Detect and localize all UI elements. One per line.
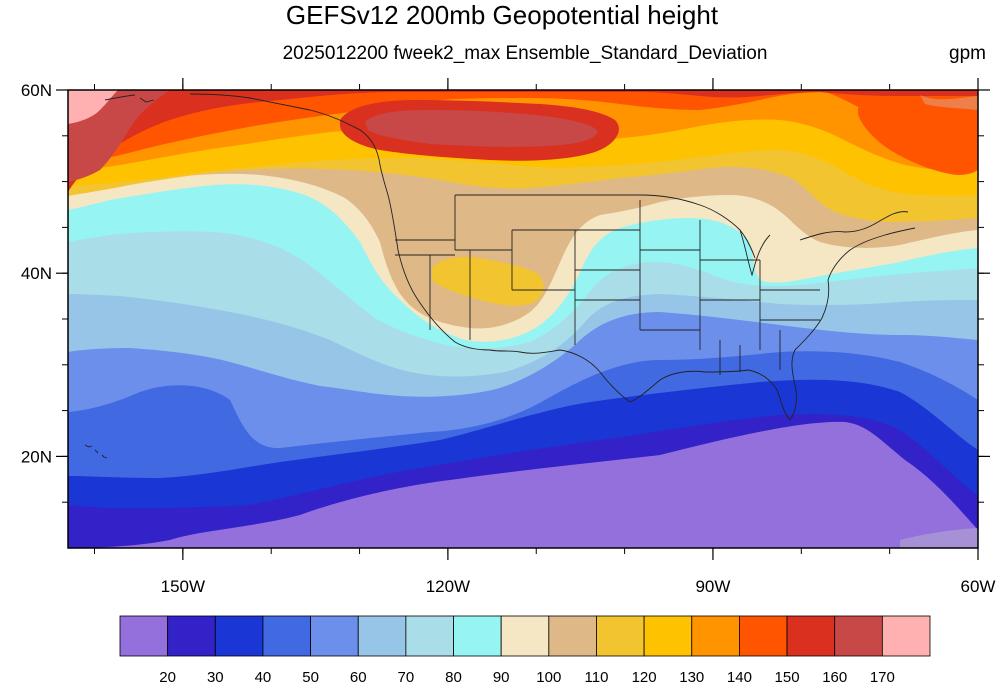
lon-tick-label: 120W bbox=[426, 577, 470, 596]
colorbar-swatch bbox=[453, 615, 502, 657]
colorbar-label: 100 bbox=[536, 669, 561, 683]
colorbar-label: 110 bbox=[585, 669, 609, 683]
lon-axis: 150W 120W 90W 60W bbox=[94, 78, 996, 596]
colorbar-swatch bbox=[214, 615, 264, 657]
coastlines bbox=[84, 93, 916, 459]
colorbar-swatch bbox=[310, 615, 359, 657]
colorbar-swatch bbox=[357, 615, 407, 657]
colorbar-label: 70 bbox=[398, 669, 415, 683]
colorbar-label: 130 bbox=[679, 669, 704, 683]
colorbar-swatch bbox=[500, 615, 550, 657]
colorbar-label: 120 bbox=[632, 669, 657, 683]
colorbar-label: 40 bbox=[255, 669, 272, 683]
lat-axis: 20N 40N 60N bbox=[21, 81, 990, 503]
colorbar-swatch bbox=[167, 615, 216, 657]
colorbar-label: 30 bbox=[207, 669, 224, 683]
colorbar-swatch bbox=[691, 615, 740, 657]
lon-tick-label: 60W bbox=[961, 577, 996, 596]
map-title: GEFSv12 200mb Geopotential height bbox=[285, 0, 719, 30]
colorbar-swatch bbox=[596, 615, 645, 657]
band-150 bbox=[68, 90, 978, 175]
lat-tick-label: 20N bbox=[21, 447, 52, 466]
colorbar-swatch bbox=[834, 615, 883, 657]
colorbar-swatch bbox=[643, 615, 693, 657]
lon-tick-label: 150W bbox=[161, 577, 205, 596]
colorbar-label: 170 bbox=[870, 669, 895, 683]
colorbar-label: 150 bbox=[775, 669, 800, 683]
band-170-low bbox=[68, 90, 598, 182]
lat-tick-label: 40N bbox=[21, 264, 52, 283]
colorbar-swatch bbox=[548, 615, 597, 657]
colorbar-swatch bbox=[405, 615, 454, 657]
units-label: gpm bbox=[949, 43, 986, 64]
colorbar-label: 160 bbox=[822, 669, 847, 683]
colorbar-label: 140 bbox=[727, 669, 752, 683]
colorbar-label: 20 bbox=[159, 669, 176, 683]
colorbar-label: 60 bbox=[350, 669, 367, 683]
map-subtitle: 2025012200 fweek2_max Ensemble_Standard_… bbox=[282, 43, 768, 64]
lon-tick-label: 90W bbox=[695, 577, 730, 596]
contour-field bbox=[68, 90, 978, 548]
colorbar-label: 80 bbox=[445, 669, 462, 683]
band-170-high bbox=[68, 90, 118, 124]
lat-tick-label: 60N bbox=[21, 81, 52, 100]
colorbar-label: 90 bbox=[493, 669, 510, 683]
colorbar-swatch bbox=[119, 615, 169, 657]
colorbar-swatch bbox=[881, 615, 931, 657]
colorbar-swatch bbox=[739, 615, 788, 657]
colorbar-swatch bbox=[786, 615, 836, 657]
colorbar-label: 50 bbox=[302, 669, 319, 683]
colorbar: 20 30 40 50 60 70 80 90 100 110 120 130 140 150 160 170 bbox=[119, 615, 931, 683]
colorbar-swatch bbox=[262, 615, 311, 657]
